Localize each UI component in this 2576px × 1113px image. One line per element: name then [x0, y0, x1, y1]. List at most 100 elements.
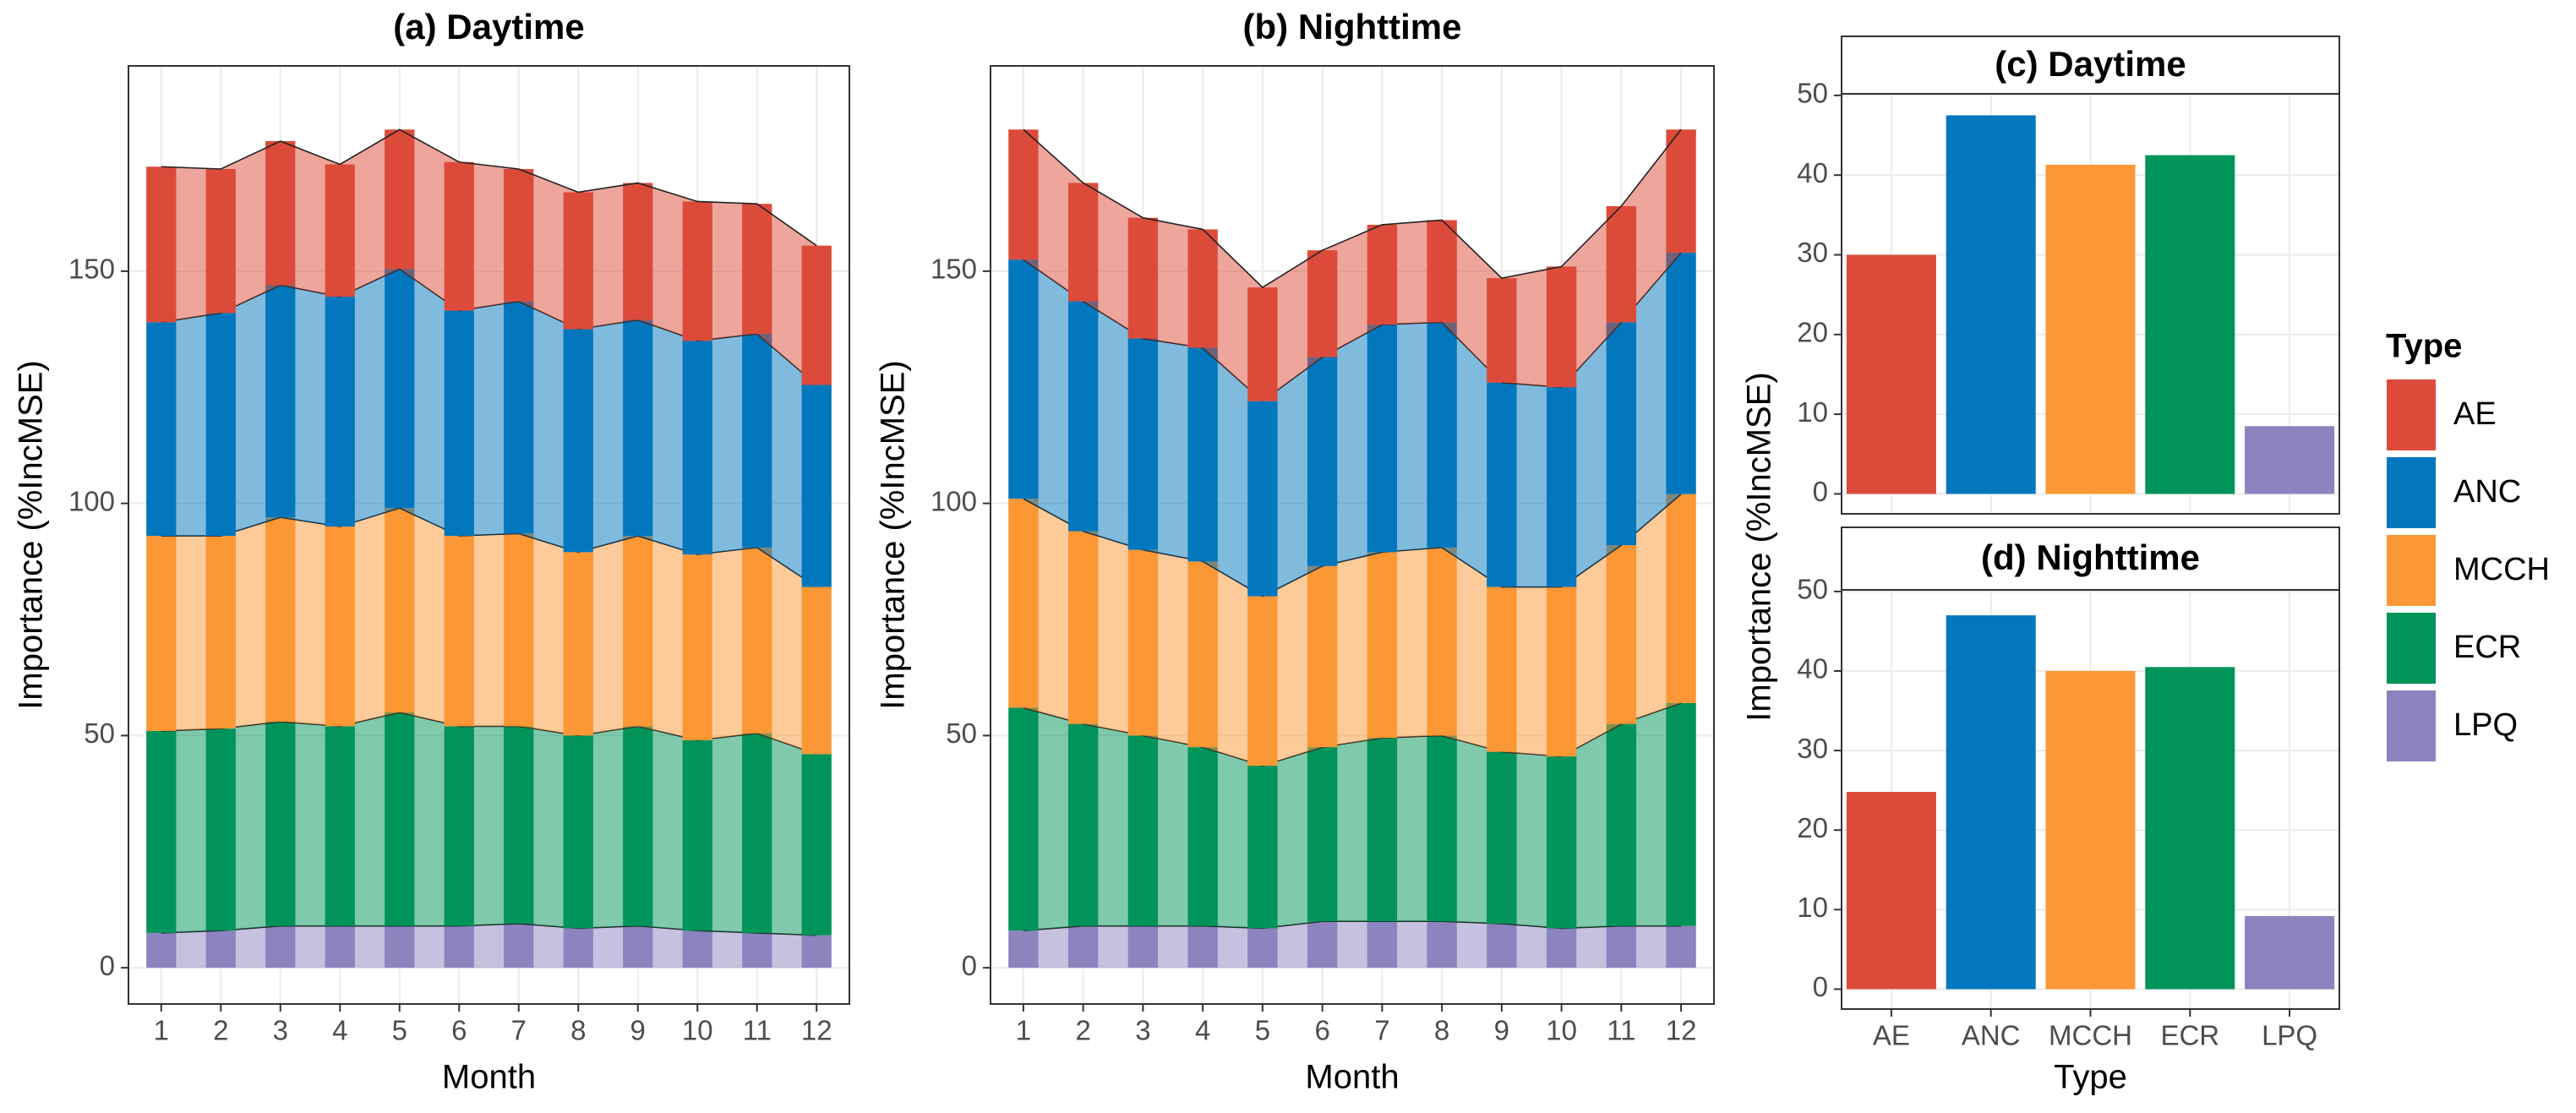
x-tick-label: 8: [1434, 1015, 1449, 1046]
bar-segment: [265, 517, 296, 722]
bar: [2145, 667, 2235, 990]
bar-segment: [1546, 266, 1577, 388]
bar-segment: [444, 310, 474, 537]
bar-segment: [1008, 129, 1039, 260]
bar-segment: [1606, 322, 1637, 546]
bar-segment: [742, 547, 772, 734]
x-tick-label: ANC: [1962, 1020, 2021, 1051]
bar-segment: [623, 319, 653, 537]
y-axis-label: Importance (%IncMSE): [1741, 372, 1778, 721]
x-axis-label: Type: [2054, 1059, 2127, 1096]
bar-segment: [1127, 338, 1159, 550]
x-tick-label: 10: [1546, 1015, 1577, 1046]
bar-segment: [385, 712, 415, 926]
bar-segment: [385, 508, 415, 712]
x-tick-label: 5: [392, 1015, 407, 1046]
bar-segment: [1247, 928, 1278, 968]
bar-segment: [742, 932, 772, 968]
bar-segment: [444, 536, 474, 727]
y-tick-label: 40: [1797, 653, 1828, 685]
plot-border: [1841, 93, 2340, 515]
bar-segment: [1367, 921, 1398, 968]
y-axis-label: Importance (%IncMSE): [13, 360, 50, 709]
bar-segment: [1247, 287, 1278, 401]
bar-segment: [146, 730, 177, 933]
bar-segment: [563, 329, 593, 553]
y-tick-label: 50: [946, 717, 977, 749]
bar-segment: [1666, 129, 1696, 253]
bar-segment: [742, 204, 772, 335]
area-top-line: [1023, 128, 1682, 289]
bar-segment: [1427, 547, 1457, 736]
bar-segment: [1247, 766, 1278, 929]
y-tick-label: 30: [1797, 733, 1828, 764]
bar-segment: [1127, 735, 1159, 926]
bar-segment: [504, 726, 534, 924]
bar: [1846, 792, 1936, 990]
x-tick-label: 6: [451, 1015, 467, 1046]
y-tick-label: 10: [1797, 396, 1828, 428]
x-tick-label: 5: [1255, 1015, 1270, 1046]
bar: [1946, 615, 2036, 990]
bar-segment: [1487, 923, 1517, 968]
bar-segment: [205, 728, 236, 931]
legend-key: [2385, 611, 2437, 685]
bar: [1846, 254, 1936, 494]
y-tick-label: 0: [1813, 971, 1828, 1002]
bar-segment: [265, 721, 296, 926]
y-tick-label: 100: [68, 485, 115, 516]
bar-segment: [563, 192, 593, 330]
y-tick-label: 100: [931, 485, 977, 516]
bar-segment: [1666, 702, 1696, 926]
bar-segment: [1427, 921, 1457, 968]
x-tick-label: 3: [273, 1015, 288, 1046]
legend-label: ECR: [2453, 630, 2521, 665]
bar-segment: [1307, 565, 1338, 748]
chart-title: (c) Daytime: [1995, 44, 2186, 84]
bar-segment: [682, 930, 712, 968]
bar-segment: [1606, 545, 1637, 724]
y-tick-label: 150: [931, 254, 977, 285]
bar-segment: [623, 925, 653, 968]
x-tick-label: 9: [1494, 1015, 1509, 1046]
bar-segment: [1427, 322, 1457, 548]
bar-segment: [1546, 587, 1577, 757]
bar-segment: [563, 928, 593, 968]
x-tick-label: 1: [154, 1015, 169, 1046]
bar-segment: [801, 587, 832, 755]
area-top-line: [161, 128, 817, 247]
bar: [2045, 671, 2136, 990]
legend-label: AE: [2453, 396, 2497, 432]
bar-segment: [444, 726, 474, 926]
legend-key: [2385, 456, 2437, 530]
bar-segment: [1127, 549, 1159, 736]
bar-segment: [1187, 925, 1218, 968]
bar-segment: [1367, 325, 1398, 553]
bar-segment: [1067, 925, 1099, 968]
bar-segment: [1367, 224, 1398, 325]
bar-segment: [205, 168, 236, 314]
bar-segment: [801, 245, 832, 385]
bar-segment: [146, 932, 177, 968]
x-axis-label: Month: [442, 1059, 536, 1096]
area: [1023, 921, 1682, 968]
bar-segment: [1187, 229, 1218, 348]
chart-title: (b) Nighttime: [1243, 7, 1462, 46]
y-tick-label: 30: [1797, 237, 1828, 268]
y-tick-label: 150: [68, 254, 115, 285]
bar-segment: [325, 526, 355, 727]
y-tick-label: 50: [1797, 574, 1828, 605]
bar-segment: [682, 341, 712, 555]
y-tick-label: 40: [1797, 157, 1828, 188]
x-tick-label: LPQ: [2262, 1020, 2317, 1051]
x-tick-label: 11: [1607, 1015, 1635, 1046]
bar-segment: [1067, 723, 1099, 926]
bar: [2245, 426, 2335, 494]
bar-segment: [1606, 205, 1637, 323]
bar-segment: [682, 554, 712, 740]
bar-segment: [385, 925, 415, 968]
x-tick-label: MCCH: [2049, 1020, 2132, 1051]
bar-segment: [146, 536, 177, 731]
bar-segment: [1067, 531, 1099, 724]
